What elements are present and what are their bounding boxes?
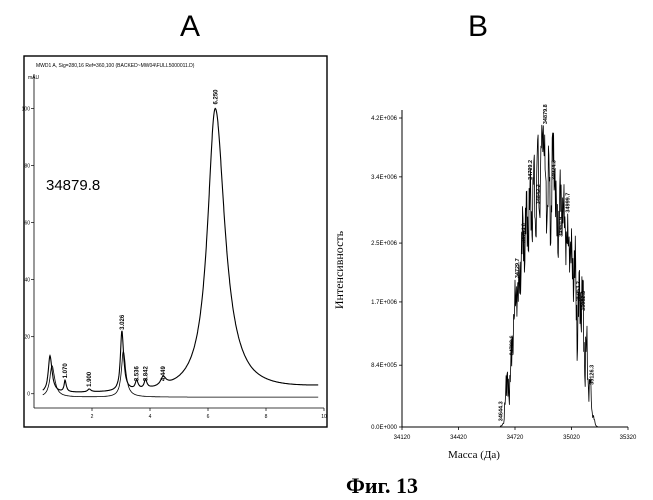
chromatogram-x-tick-label: 8 xyxy=(265,414,268,420)
panel-a-label: A xyxy=(180,10,200,43)
spectrum-peak-label: 34960.9 xyxy=(558,217,564,237)
spectrum-peak-label: 34842.2 xyxy=(536,184,542,204)
chromatogram-y-tick-label: 40 xyxy=(24,278,30,284)
spectrum-peak-label: 34799.2 xyxy=(528,160,534,180)
spectrum-x-tick-label: 35020 xyxy=(563,435,580,441)
chromatogram-peak-label: 4.449 xyxy=(161,366,167,382)
spectrum-x-tick-label: 35320 xyxy=(620,435,637,441)
chromatogram-y-tick-label: 60 xyxy=(24,221,30,227)
spectrum-y-tick-label: 3.4E+006 xyxy=(371,175,398,181)
chromatogram-peak-label: 1.070 xyxy=(63,363,69,379)
chromatogram-peak-label: 3.842 xyxy=(143,366,149,382)
spectrum-peak-label: 34924.3 xyxy=(551,160,557,180)
spectrum-peak-label: 34879.8 xyxy=(543,104,549,124)
chromatogram-y-tick-label: 0 xyxy=(27,392,30,398)
spectrum-peak-label: 35082.3 xyxy=(581,291,587,311)
chromatogram-peak-label: 3.536 xyxy=(135,366,141,382)
spectrum-peak-label: 34764.0 xyxy=(521,223,527,243)
chromatogram-frame xyxy=(24,56,327,427)
spectrum-y-label: Интенсивность xyxy=(332,230,346,309)
chromatogram-trace xyxy=(43,108,319,391)
spectrum-x-tick-label: 34720 xyxy=(507,435,524,441)
spectrum-peak-label: 35126.3 xyxy=(590,365,596,385)
spectrum-x-tick-label: 34420 xyxy=(450,435,467,441)
spectrum-peak-label: 34702.6 xyxy=(510,335,516,355)
chromatogram-title: MWD1 A, Sig=280,16 Ref=360,100 (BACKED~M… xyxy=(36,63,195,69)
panel-b-label: B xyxy=(468,10,488,43)
chromatogram-panel: MWD1 A, Sig=280,16 Ref=360,100 (BACKED~M… xyxy=(22,56,327,427)
figure-caption: Фиг. 13 xyxy=(346,473,418,498)
chromatogram-peak-label: 6.250 xyxy=(213,89,219,105)
spectrum-y-tick-label: 2.5E+006 xyxy=(371,241,398,247)
chromatogram-x-tick-label: 4 xyxy=(149,414,152,420)
spectrum-y-tick-label: 0.0E+000 xyxy=(371,425,398,431)
mass-spectrum-panel: 0.0E+000 8.4E+005 1.7E+006 2.5E+006 3.4E+006… xyxy=(332,104,637,461)
chromatogram-peak-label: 1.900 xyxy=(87,371,93,387)
spectrum-peak-label: 34644.3 xyxy=(499,401,505,421)
chromatogram-x-tick-label: 10 xyxy=(321,414,327,420)
chromatogram-y-tick-label: 20 xyxy=(24,335,30,341)
chromatogram-x-tick-label: 2 xyxy=(91,414,94,420)
spectrum-x-label: Масса (Да) xyxy=(448,449,500,461)
spectrum-peak-label: 34999.7 xyxy=(566,193,572,213)
spectrum-x-tick-label: 34120 xyxy=(394,435,411,441)
spectrum-y-tick-label: 4.2E+006 xyxy=(371,116,398,122)
figure: A B MWD1 A, Sig=280,16 Ref=360,100 (BACK… xyxy=(0,0,653,500)
chromatogram-y-tick-label: 100 xyxy=(22,107,31,113)
chromatogram-y-tick-label: 80 xyxy=(24,164,30,170)
mass-annotation: 34879.8 xyxy=(46,177,100,194)
chromatogram-peak-label: 3.026 xyxy=(120,314,126,330)
chromatogram-x-tick-label: 6 xyxy=(207,414,210,420)
spectrum-y-tick-label: 8.4E+005 xyxy=(371,363,398,369)
spectrum-peak-label: 34729.7 xyxy=(515,258,521,278)
spectrum-y-tick-label: 1.7E+006 xyxy=(371,300,398,306)
